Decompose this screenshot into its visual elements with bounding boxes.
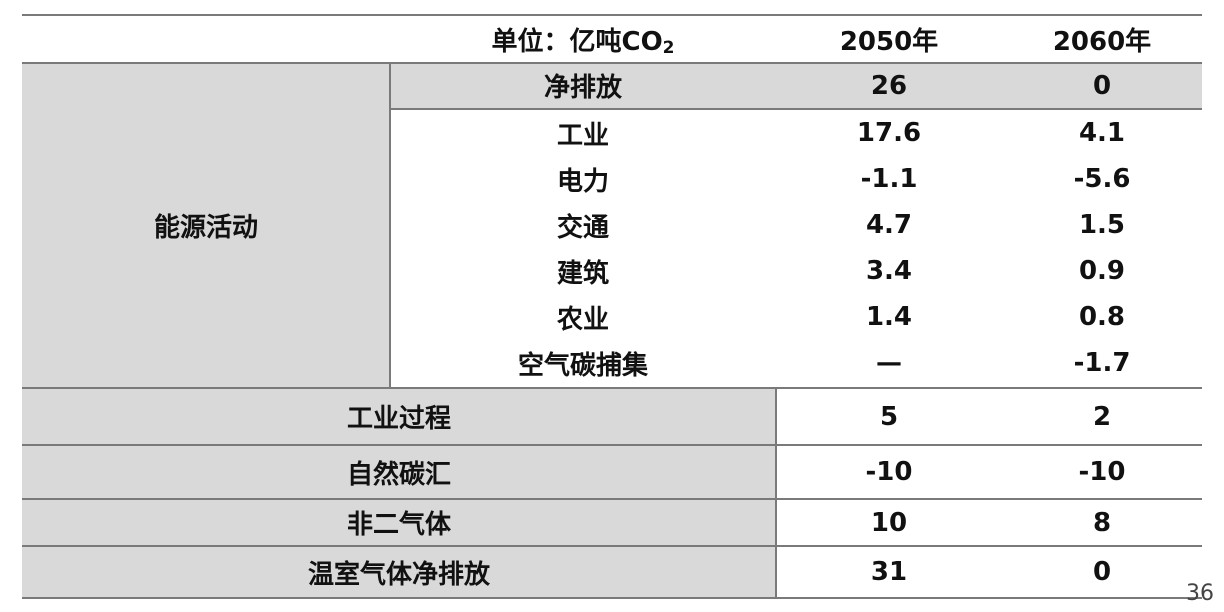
sector-value-2060: 4.1 xyxy=(1078,118,1126,148)
row-divider xyxy=(22,545,1202,547)
energy-category-cell-bg xyxy=(22,63,390,388)
sector-value-2050: -1.1 xyxy=(860,164,918,194)
sector-value-2060: 0.8 xyxy=(1078,302,1126,332)
energy-bottom-border xyxy=(22,387,1202,389)
sector-value-2060: 1.5 xyxy=(1078,210,1126,240)
sector-label: 空气碳捕集 xyxy=(517,350,648,381)
net-emission-label: 净排放 xyxy=(543,73,622,103)
unit-label: 单位：亿吨CO xyxy=(491,26,663,57)
unit-subscript: 2 xyxy=(662,38,675,58)
category-label: 非二气体 xyxy=(346,510,451,540)
sector-value-2050: 4.7 xyxy=(865,210,913,240)
category-value-2060: -10 xyxy=(1078,457,1126,487)
table-top-border xyxy=(22,14,1202,16)
column-header-2050: 2050年 xyxy=(839,26,939,57)
sector-value-2050: 17.6 xyxy=(856,118,922,148)
energy-category-label: 能源活动 xyxy=(153,213,258,243)
sector-value-2050: — xyxy=(876,348,902,378)
page-number: 36 xyxy=(1186,581,1214,606)
category-label: 温室气体净排放 xyxy=(307,559,490,590)
sector-value-2050: 3.4 xyxy=(865,256,913,286)
bottom-column-divider xyxy=(775,388,777,598)
net-emission-2050: 26 xyxy=(870,70,908,101)
category-label: 工业过程 xyxy=(346,404,451,434)
category-value-2060: 8 xyxy=(1092,507,1112,538)
category-value-2060: 0 xyxy=(1092,557,1112,587)
column-header-2060: 2060年 xyxy=(1052,26,1152,57)
sector-label: 工业 xyxy=(556,120,609,151)
row-divider xyxy=(22,444,1202,446)
category-label: 自然碳汇 xyxy=(346,459,451,490)
header-bottom-border xyxy=(22,62,1202,64)
sector-value-2050: 1.4 xyxy=(865,302,913,332)
category-value-2050: 5 xyxy=(879,401,899,432)
category-value-2050: -10 xyxy=(865,457,913,487)
sector-value-2060: -1.7 xyxy=(1073,348,1131,378)
energy-column-divider xyxy=(389,63,391,388)
sector-value-2060: -5.6 xyxy=(1073,164,1131,194)
table-bottom-border xyxy=(22,597,1202,599)
sector-value-2060: 0.9 xyxy=(1078,256,1126,286)
net-emission-2060: 0 xyxy=(1092,70,1112,101)
sector-label: 建筑 xyxy=(556,258,609,289)
row-divider xyxy=(22,498,1202,500)
sector-label: 农业 xyxy=(556,304,609,335)
unit-header: 单位：亿吨CO 2 xyxy=(390,16,776,62)
category-value-2050: 10 xyxy=(870,507,908,538)
net-emission-row-bg xyxy=(390,63,1202,108)
sector-label: 电力 xyxy=(556,166,609,197)
category-value-2050: 31 xyxy=(870,557,908,587)
category-value-2060: 2 xyxy=(1092,401,1112,432)
sector-label: 交通 xyxy=(556,212,609,243)
net-row-bottom-border xyxy=(390,108,1202,110)
bottom-category-cells-bg xyxy=(22,388,776,598)
